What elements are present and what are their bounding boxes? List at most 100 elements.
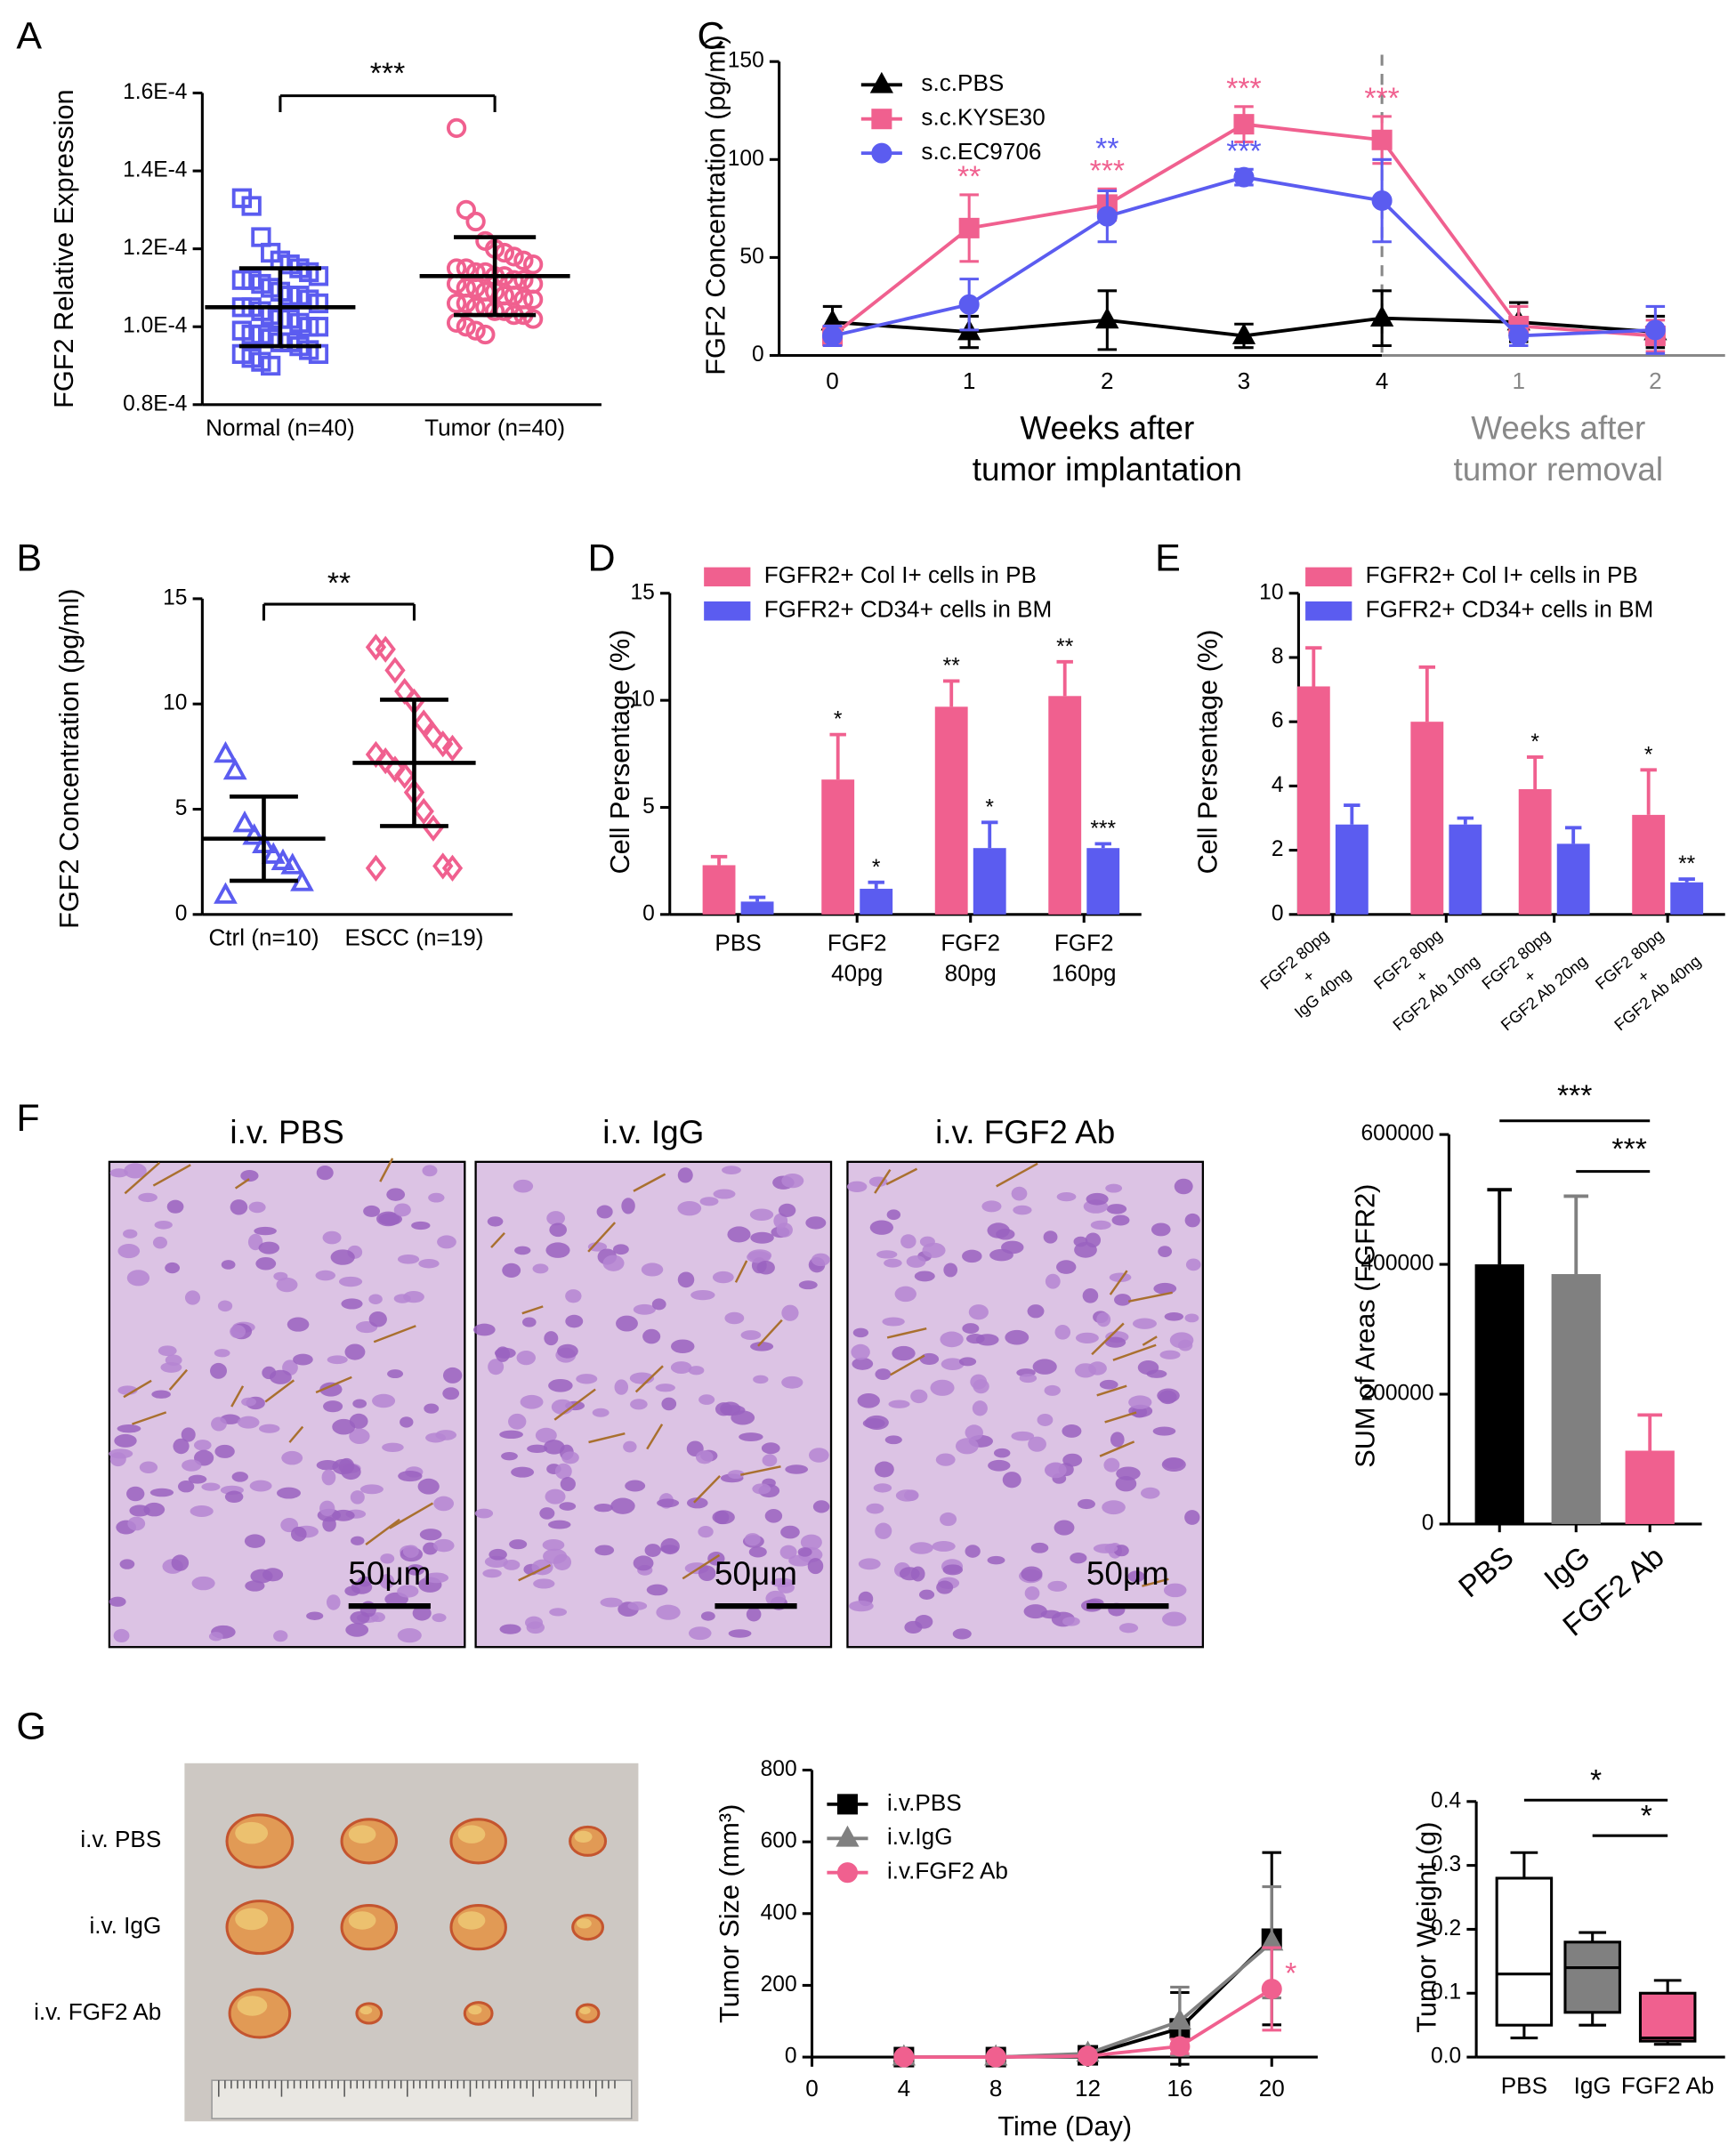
- nucleus: [143, 1502, 166, 1517]
- nucleus: [382, 1442, 404, 1452]
- nucleus: [731, 1410, 755, 1425]
- nucleus: [171, 1554, 190, 1571]
- marker: [1261, 1978, 1282, 1999]
- nucleus: [1151, 1222, 1171, 1237]
- x-tick-label: 4: [898, 2075, 911, 2102]
- nucleus: [230, 1325, 246, 1339]
- nucleus: [1037, 1413, 1054, 1426]
- y-tick-label: 6: [1272, 709, 1284, 733]
- scale-bar-label: 50μm: [1086, 1555, 1169, 1592]
- bar: [1632, 814, 1666, 915]
- nucleus: [996, 1228, 1015, 1240]
- nucleus: [677, 1200, 702, 1216]
- nucleus: [1062, 1617, 1080, 1626]
- nucleus: [846, 1181, 868, 1193]
- y-tick-label: 0: [752, 343, 764, 367]
- y-axis-title: FGF2 Concentration (pg/ml): [700, 35, 731, 375]
- nucleus: [616, 1315, 638, 1332]
- nucleus: [686, 1497, 708, 1509]
- nucleus: [873, 1483, 892, 1493]
- nucleus: [184, 1290, 201, 1305]
- nucleus: [955, 1438, 979, 1455]
- x-tick-label: FGF2: [828, 929, 887, 956]
- nucleus: [139, 1461, 158, 1473]
- marker: [893, 2046, 915, 2068]
- stain: [885, 1167, 918, 1186]
- marker: [836, 1794, 858, 1815]
- y-tick-label: 1.0E-4: [123, 314, 187, 338]
- significance: *: [1590, 1763, 1602, 1797]
- nucleus: [688, 1366, 705, 1376]
- nucleus: [918, 1589, 935, 1600]
- x-tick-label-group: IgG: [1538, 1540, 1596, 1597]
- nucleus: [549, 1222, 567, 1238]
- nucleus: [941, 1358, 965, 1371]
- nucleus: [655, 1384, 675, 1392]
- error-bar: [1344, 803, 1361, 825]
- nucleus: [936, 1580, 954, 1594]
- marker: [836, 1825, 860, 1847]
- nucleus: [424, 1403, 440, 1414]
- stain: [288, 1425, 304, 1443]
- nucleus: [778, 1203, 796, 1217]
- y-axis-title: SUM of Areas (FGFR2): [1349, 1184, 1380, 1468]
- nucleus: [884, 1435, 902, 1445]
- x-tick-label: 0: [826, 367, 839, 394]
- significance: *: [985, 795, 994, 819]
- significance: ***: [1226, 71, 1261, 105]
- nucleus: [805, 1216, 827, 1230]
- nucleus: [809, 1448, 829, 1463]
- nucleus: [151, 1390, 171, 1399]
- nucleus: [508, 1413, 527, 1430]
- nucleus: [1054, 1325, 1071, 1340]
- y-tick-label: 5: [642, 795, 655, 819]
- y-tick-label: 0.4: [1431, 1788, 1461, 1812]
- nucleus: [752, 1483, 771, 1495]
- significance: *: [1530, 730, 1539, 754]
- x-tick-label: 8: [989, 2075, 1003, 2102]
- nucleus: [1164, 1311, 1184, 1321]
- y-tick-label: 1.2E-4: [123, 236, 187, 260]
- y-tick-label: 1.6E-4: [123, 80, 187, 104]
- nucleus: [1115, 1476, 1137, 1492]
- nucleus: [244, 1534, 266, 1548]
- nucleus: [114, 1433, 137, 1448]
- y-tick-label: 400000: [1361, 1252, 1434, 1276]
- nucleus: [509, 1539, 528, 1550]
- nucleus: [600, 1597, 623, 1608]
- y-tick-label: 10: [163, 691, 187, 715]
- x-tick-label: 1: [963, 367, 976, 394]
- bar: [1670, 882, 1704, 915]
- y-axis-title: Tumor Size (mm³): [714, 1804, 745, 2023]
- nucleus: [1062, 1424, 1082, 1438]
- panel-label: E: [1155, 536, 1181, 579]
- nucleus: [1030, 1542, 1049, 1553]
- nucleus: [876, 1250, 898, 1259]
- nucleus: [940, 1331, 964, 1348]
- y-tick-label: 200000: [1361, 1381, 1434, 1405]
- x-tick-label: PBS: [1452, 1540, 1520, 1605]
- nucleus: [852, 1357, 874, 1370]
- marker: [1167, 2008, 1192, 2030]
- nucleus: [363, 1205, 381, 1217]
- marker: [465, 320, 486, 341]
- nucleus: [722, 1166, 741, 1174]
- nucleus: [549, 1608, 568, 1617]
- stain: [682, 1553, 721, 1580]
- nucleus: [780, 1525, 800, 1539]
- nucleus: [516, 1351, 536, 1366]
- marker: [423, 722, 444, 749]
- nucleus: [230, 1199, 248, 1215]
- nucleus: [157, 1345, 177, 1357]
- nucleus: [109, 1168, 128, 1178]
- x-tick-label: 160pg: [1052, 959, 1117, 986]
- tumor-highlight: [574, 1830, 593, 1843]
- panel-label: F: [16, 1097, 39, 1140]
- nucleus: [642, 1328, 661, 1344]
- nucleus: [402, 1545, 419, 1558]
- nucleus: [594, 1545, 615, 1556]
- nucleus: [419, 1529, 442, 1541]
- nucleus: [406, 1564, 425, 1576]
- nucleus: [962, 1323, 980, 1335]
